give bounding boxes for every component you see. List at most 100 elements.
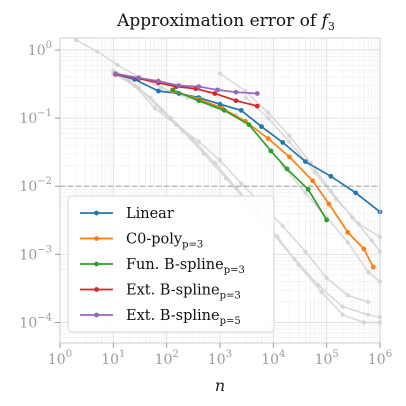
series-point xyxy=(310,178,316,184)
x-tick-labels: 100 101 102 103 104 105 106 xyxy=(48,343,392,368)
background-point xyxy=(159,85,164,90)
background-point xyxy=(324,275,329,281)
legend-swatch-marker xyxy=(94,210,99,216)
background-line xyxy=(282,165,381,283)
background-point xyxy=(217,71,223,76)
background-point xyxy=(265,110,271,115)
background-point xyxy=(303,249,308,254)
x-tick-label: 103 xyxy=(208,349,232,368)
series-point xyxy=(268,148,274,154)
legend-label: C0-polyp=3 xyxy=(126,232,203,251)
series-point xyxy=(345,230,351,235)
y-tick-label: 10−2 xyxy=(19,176,52,195)
background-point xyxy=(345,293,351,298)
y-tick-labels: 10−4 10−3 10−2 10−1 100 xyxy=(19,40,60,331)
series-point xyxy=(176,83,182,89)
background-point xyxy=(340,304,345,309)
legend-label: Linear xyxy=(126,206,174,222)
series-point xyxy=(156,88,161,94)
background-point xyxy=(365,299,371,305)
series-3 xyxy=(170,87,330,223)
legend-swatch-marker xyxy=(94,312,99,318)
x-tick-label: 101 xyxy=(101,349,125,368)
background-point xyxy=(159,108,164,113)
background-point xyxy=(316,283,321,288)
background-point xyxy=(239,181,244,186)
background-point xyxy=(319,289,324,295)
background-point xyxy=(265,115,271,121)
series-point xyxy=(233,89,239,95)
series-point xyxy=(233,98,239,104)
series-5 xyxy=(113,71,260,96)
background-point xyxy=(196,139,201,144)
series-point xyxy=(221,107,227,113)
x-tick-label: 106 xyxy=(368,349,392,368)
series-point xyxy=(254,91,260,96)
legend-box xyxy=(67,195,275,333)
background-point xyxy=(280,223,285,229)
legend-label: Ext. B-splinep=3 xyxy=(126,283,241,302)
x-axis-label: n xyxy=(215,376,225,395)
series-line xyxy=(115,73,258,107)
x-tick-label: 105 xyxy=(315,349,339,368)
series-point xyxy=(246,122,252,128)
series-point xyxy=(265,136,271,142)
series-point xyxy=(196,98,202,104)
series-point xyxy=(324,217,330,223)
background-point xyxy=(287,133,292,139)
background-point xyxy=(361,320,367,325)
series-point xyxy=(328,173,334,179)
series-point xyxy=(284,166,290,172)
series-point xyxy=(254,103,260,109)
legend-swatch-marker xyxy=(94,236,99,241)
background-point xyxy=(303,190,308,196)
background-point xyxy=(333,196,339,202)
background-point xyxy=(292,256,297,262)
background-point xyxy=(356,221,361,227)
series-point xyxy=(353,190,359,196)
y-tick-label: 10−3 xyxy=(19,244,52,263)
x-tick-label: 104 xyxy=(261,349,285,368)
series-point xyxy=(361,246,367,252)
background-point xyxy=(217,158,223,163)
background-point xyxy=(95,49,100,54)
background-point xyxy=(115,62,120,68)
series-point xyxy=(113,71,118,77)
background-point xyxy=(312,170,318,175)
legend-label: Fun. B-splinep=3 xyxy=(126,257,245,276)
background-point xyxy=(223,176,229,181)
x-tick-label: 100 xyxy=(48,349,72,368)
series-point xyxy=(286,154,292,160)
chart-title-subscript: 3 xyxy=(328,20,335,33)
series-point xyxy=(156,78,161,84)
series-point xyxy=(196,84,202,90)
background-point xyxy=(369,238,374,243)
background-point xyxy=(243,95,248,100)
series-point xyxy=(215,87,220,93)
series-point xyxy=(238,107,244,113)
background-point xyxy=(201,151,207,156)
series-point xyxy=(280,140,286,145)
series-line xyxy=(115,72,258,95)
series-point xyxy=(212,91,218,96)
legend-swatch-marker xyxy=(94,287,99,292)
series-point xyxy=(136,75,142,81)
series-point xyxy=(303,159,308,165)
series-point xyxy=(259,124,264,130)
background-point xyxy=(340,312,345,317)
chart-title-variable: f xyxy=(320,11,331,31)
background-point xyxy=(345,240,351,245)
background-point xyxy=(136,85,141,90)
series-point xyxy=(217,101,223,107)
chart-title: Approximation error of f3 xyxy=(116,11,335,33)
x-tick-label: 102 xyxy=(155,349,179,368)
y-tick-label: 100 xyxy=(28,40,52,59)
background-point xyxy=(365,312,371,317)
background-point xyxy=(365,269,371,275)
chart-title-text: Approximation error of xyxy=(116,11,322,31)
background-point xyxy=(287,139,292,144)
series-line xyxy=(172,89,328,221)
background-point xyxy=(152,105,158,111)
background-point xyxy=(180,128,185,134)
